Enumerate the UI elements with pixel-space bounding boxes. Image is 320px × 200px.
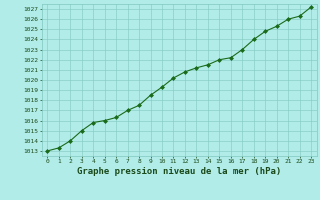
- X-axis label: Graphe pression niveau de la mer (hPa): Graphe pression niveau de la mer (hPa): [77, 167, 281, 176]
